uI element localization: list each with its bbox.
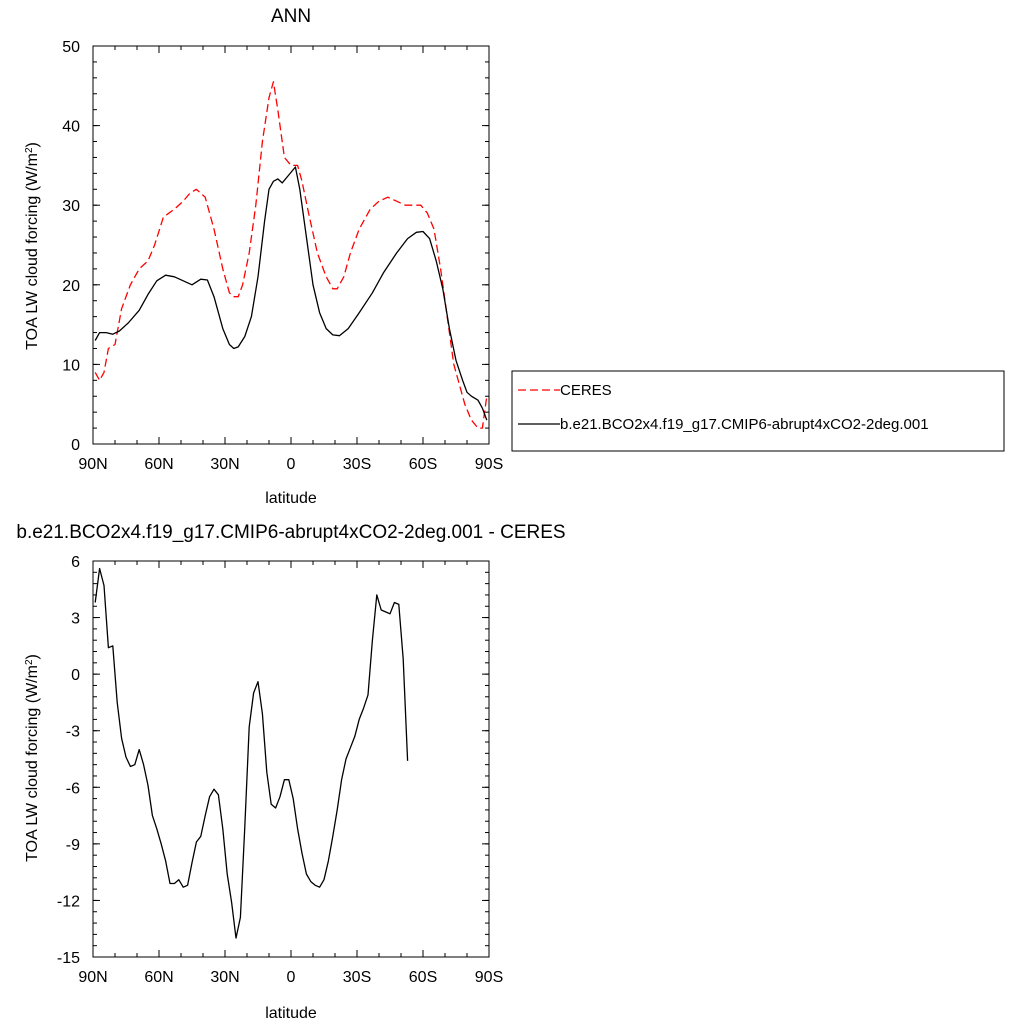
y-tick-label: 10 — [62, 357, 80, 374]
legend-box — [511, 370, 1005, 452]
bottom-chart-title: b.e21.BCO2x4.f19_g17.CMIP6-abrupt4xCO2-2… — [16, 522, 565, 543]
x-tick-label: 90N — [78, 969, 107, 986]
y-tick-label: 40 — [62, 119, 80, 136]
top-chart-title: ANN — [271, 6, 311, 27]
y-tick-label: 20 — [62, 278, 80, 295]
y-tick-label: -12 — [57, 893, 80, 910]
x-tick-label: 30S — [343, 969, 371, 986]
top-y-axis-label: TOA LW cloud forcing (W/m2) — [24, 142, 42, 350]
x-tick-label: 90S — [475, 456, 503, 473]
y-tick-label: -9 — [66, 837, 80, 854]
x-tick-label: 60S — [409, 456, 437, 473]
legend: CERES b.e21.BCO2x4.f19_g17.CMIP6-abrupt4… — [511, 370, 1005, 452]
x-tick-label: 0 — [287, 969, 296, 986]
legend-label-model: b.e21.BCO2x4.f19_g17.CMIP6-abrupt4xCO2-2… — [560, 416, 929, 433]
y-tick-label: 0 — [71, 437, 80, 454]
x-tick-label: 60N — [144, 456, 173, 473]
y-tick-label: 3 — [71, 611, 80, 628]
x-tick-label: 30N — [210, 969, 239, 986]
plot-frame — [92, 560, 490, 958]
x-tick-label: 30N — [210, 456, 239, 473]
top-panel: ANN 90N 60N 30N 0 30S 60S 90S 0 10 20 30 40 50 latit… — [24, 6, 1005, 507]
plot-frame — [92, 45, 490, 445]
y-tick-label: 50 — [62, 39, 80, 56]
y-tick-label: -15 — [57, 950, 80, 967]
y-tick-label: 30 — [62, 198, 80, 215]
x-tick-label: 30S — [343, 456, 371, 473]
bottom-x-axis-label: latitude — [265, 1005, 317, 1022]
x-tick-label: 90N — [78, 456, 107, 473]
legend-label-ceres: CERES — [560, 382, 612, 399]
x-tick-label: 0 — [287, 456, 296, 473]
x-tick-label: 60N — [144, 969, 173, 986]
y-tick-label: 6 — [71, 554, 80, 571]
series-line-b-e21-bco2x4-f19-g17-cmi — [94, 166, 488, 421]
bottom-panel: b.e21.BCO2x4.f19_g17.CMIP6-abrupt4xCO2-2… — [16, 522, 565, 1022]
series-line-difference-1 — [94, 567, 409, 939]
top-x-axis-label: latitude — [265, 490, 317, 507]
y-tick-label: -3 — [66, 724, 80, 741]
x-tick-label: 60S — [409, 969, 437, 986]
y-tick-label: 0 — [71, 667, 80, 684]
bottom-y-axis-label: TOA LW cloud forcing (W/m2) — [24, 654, 42, 862]
series-line-ceres — [94, 81, 488, 429]
x-tick-label: 90S — [475, 969, 503, 986]
y-tick-label: -6 — [66, 780, 80, 797]
